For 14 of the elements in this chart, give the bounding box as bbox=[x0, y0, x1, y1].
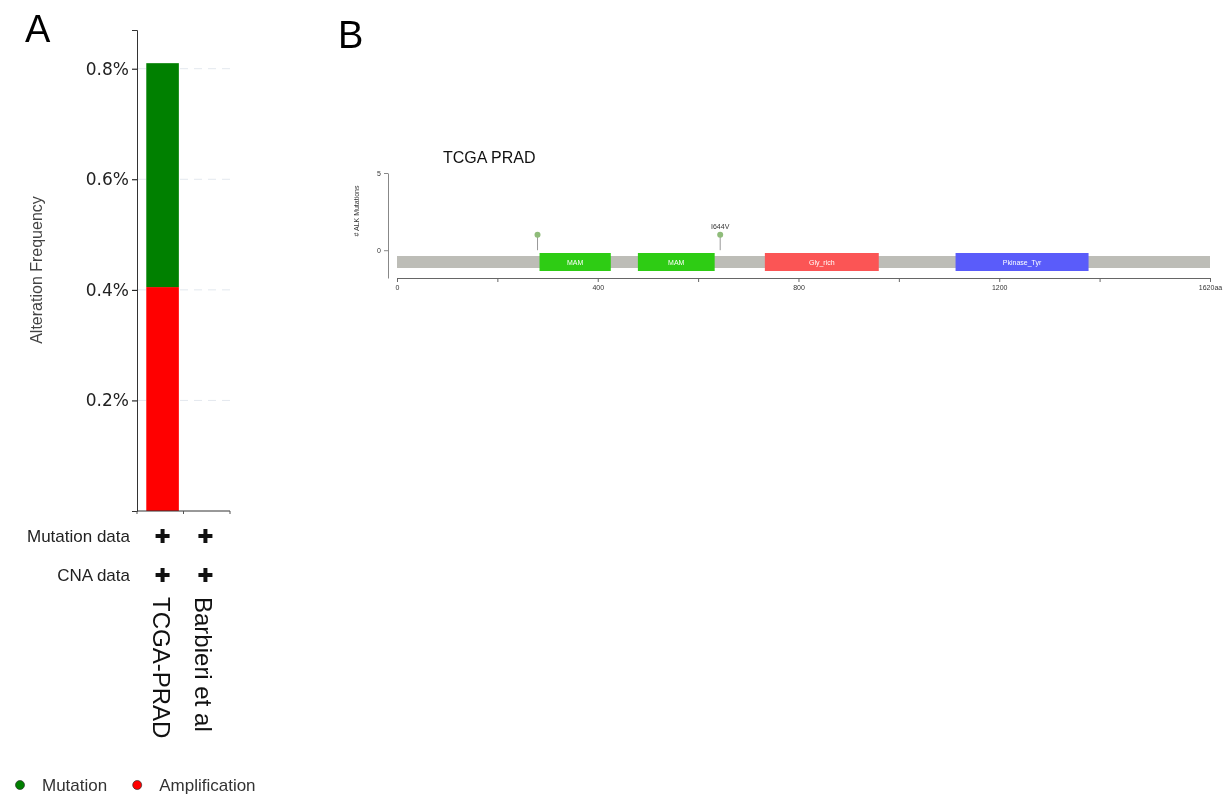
y-tick-label: 0.4% bbox=[85, 279, 129, 300]
legend-label: Mutation bbox=[42, 776, 108, 795]
text: A bbox=[25, 8, 51, 50]
y-tick-label: 0.8% bbox=[85, 58, 129, 79]
text: CNA data bbox=[57, 566, 131, 585]
chart-title: TCGA PRAD bbox=[443, 149, 536, 166]
y-tick-label: 0.6% bbox=[85, 169, 129, 190]
y-tick-label: 0.2% bbox=[85, 390, 129, 411]
x-tick-label: TCGA-PRAD bbox=[147, 597, 175, 739]
x-tick-label: Barbieri et al bbox=[190, 597, 218, 732]
legend-label: Amplification bbox=[159, 776, 256, 795]
y-axis-title: Alteration Frequency bbox=[28, 196, 45, 344]
text: Mutation data bbox=[26, 527, 131, 546]
text: B bbox=[338, 14, 364, 56]
